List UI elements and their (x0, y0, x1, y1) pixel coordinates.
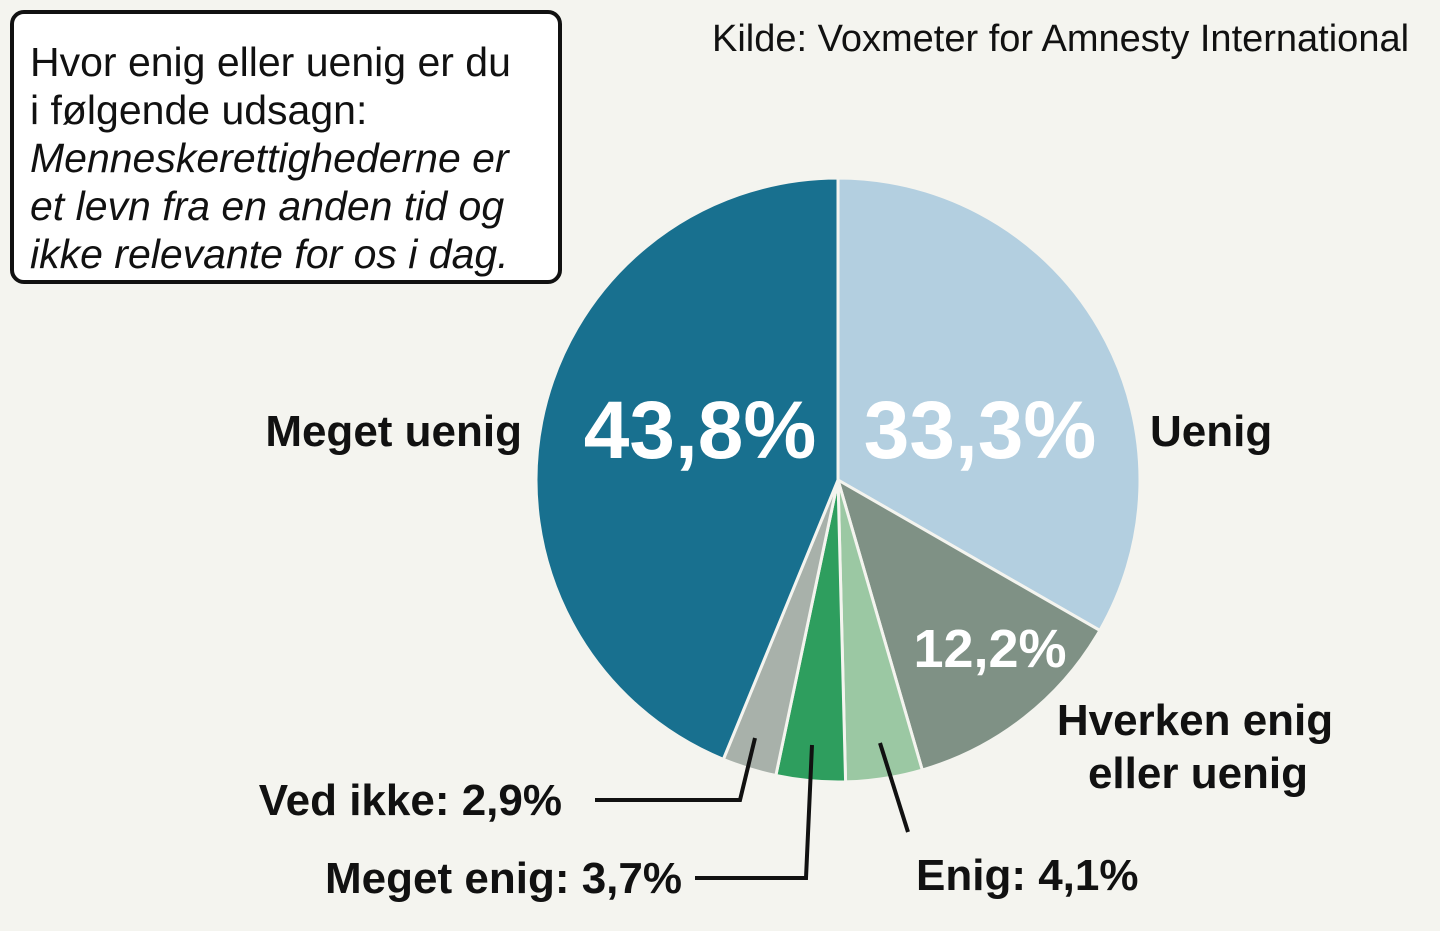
question-line-1: Hvor enig eller uenig er du (30, 39, 511, 85)
label-uenig: Uenig (1150, 407, 1272, 456)
statement-line-3: ikke relevante for os i dag. (30, 231, 509, 277)
pie-slice-hverken-enig-eller-uenig (836, 478, 1102, 772)
pie-slice-uenig (836, 176, 1142, 632)
label-hverken-line-1: Hverken enig (1057, 696, 1333, 745)
label-hverken-line-2: eller uenig (1088, 749, 1308, 798)
question-box: Hvor enig eller uenig er du i følgende u… (10, 10, 562, 284)
value-label-uenig: 33,3% (864, 385, 1097, 476)
value-label-meget-uenig: 43,8% (584, 385, 817, 476)
statement-line-1: Menneskerettighederne er (30, 135, 509, 181)
leader-line-enig (878, 742, 910, 833)
value-label-hverken: 12,2% (913, 619, 1066, 679)
statement-line-2: et levn fra en anden tid og (30, 183, 505, 229)
leader-line-ved-ikke (595, 737, 757, 802)
label-ved-ikke: Ved ikke: 2,9% (259, 776, 562, 825)
pie-slices (534, 176, 1142, 784)
label-enig: Enig: 4,1% (916, 851, 1139, 900)
pie-slice-meget-uenig (534, 176, 840, 761)
label-meget-enig: Meget enig: 3,7% (325, 854, 682, 903)
source-note: Kilde: Voxmeter for Amnesty Internationa… (712, 18, 1410, 60)
question-line-2: i følgende udsagn: (30, 87, 368, 133)
label-meget-uenig: Meget uenig (265, 407, 522, 456)
leader-line-meget-enig (695, 744, 814, 880)
